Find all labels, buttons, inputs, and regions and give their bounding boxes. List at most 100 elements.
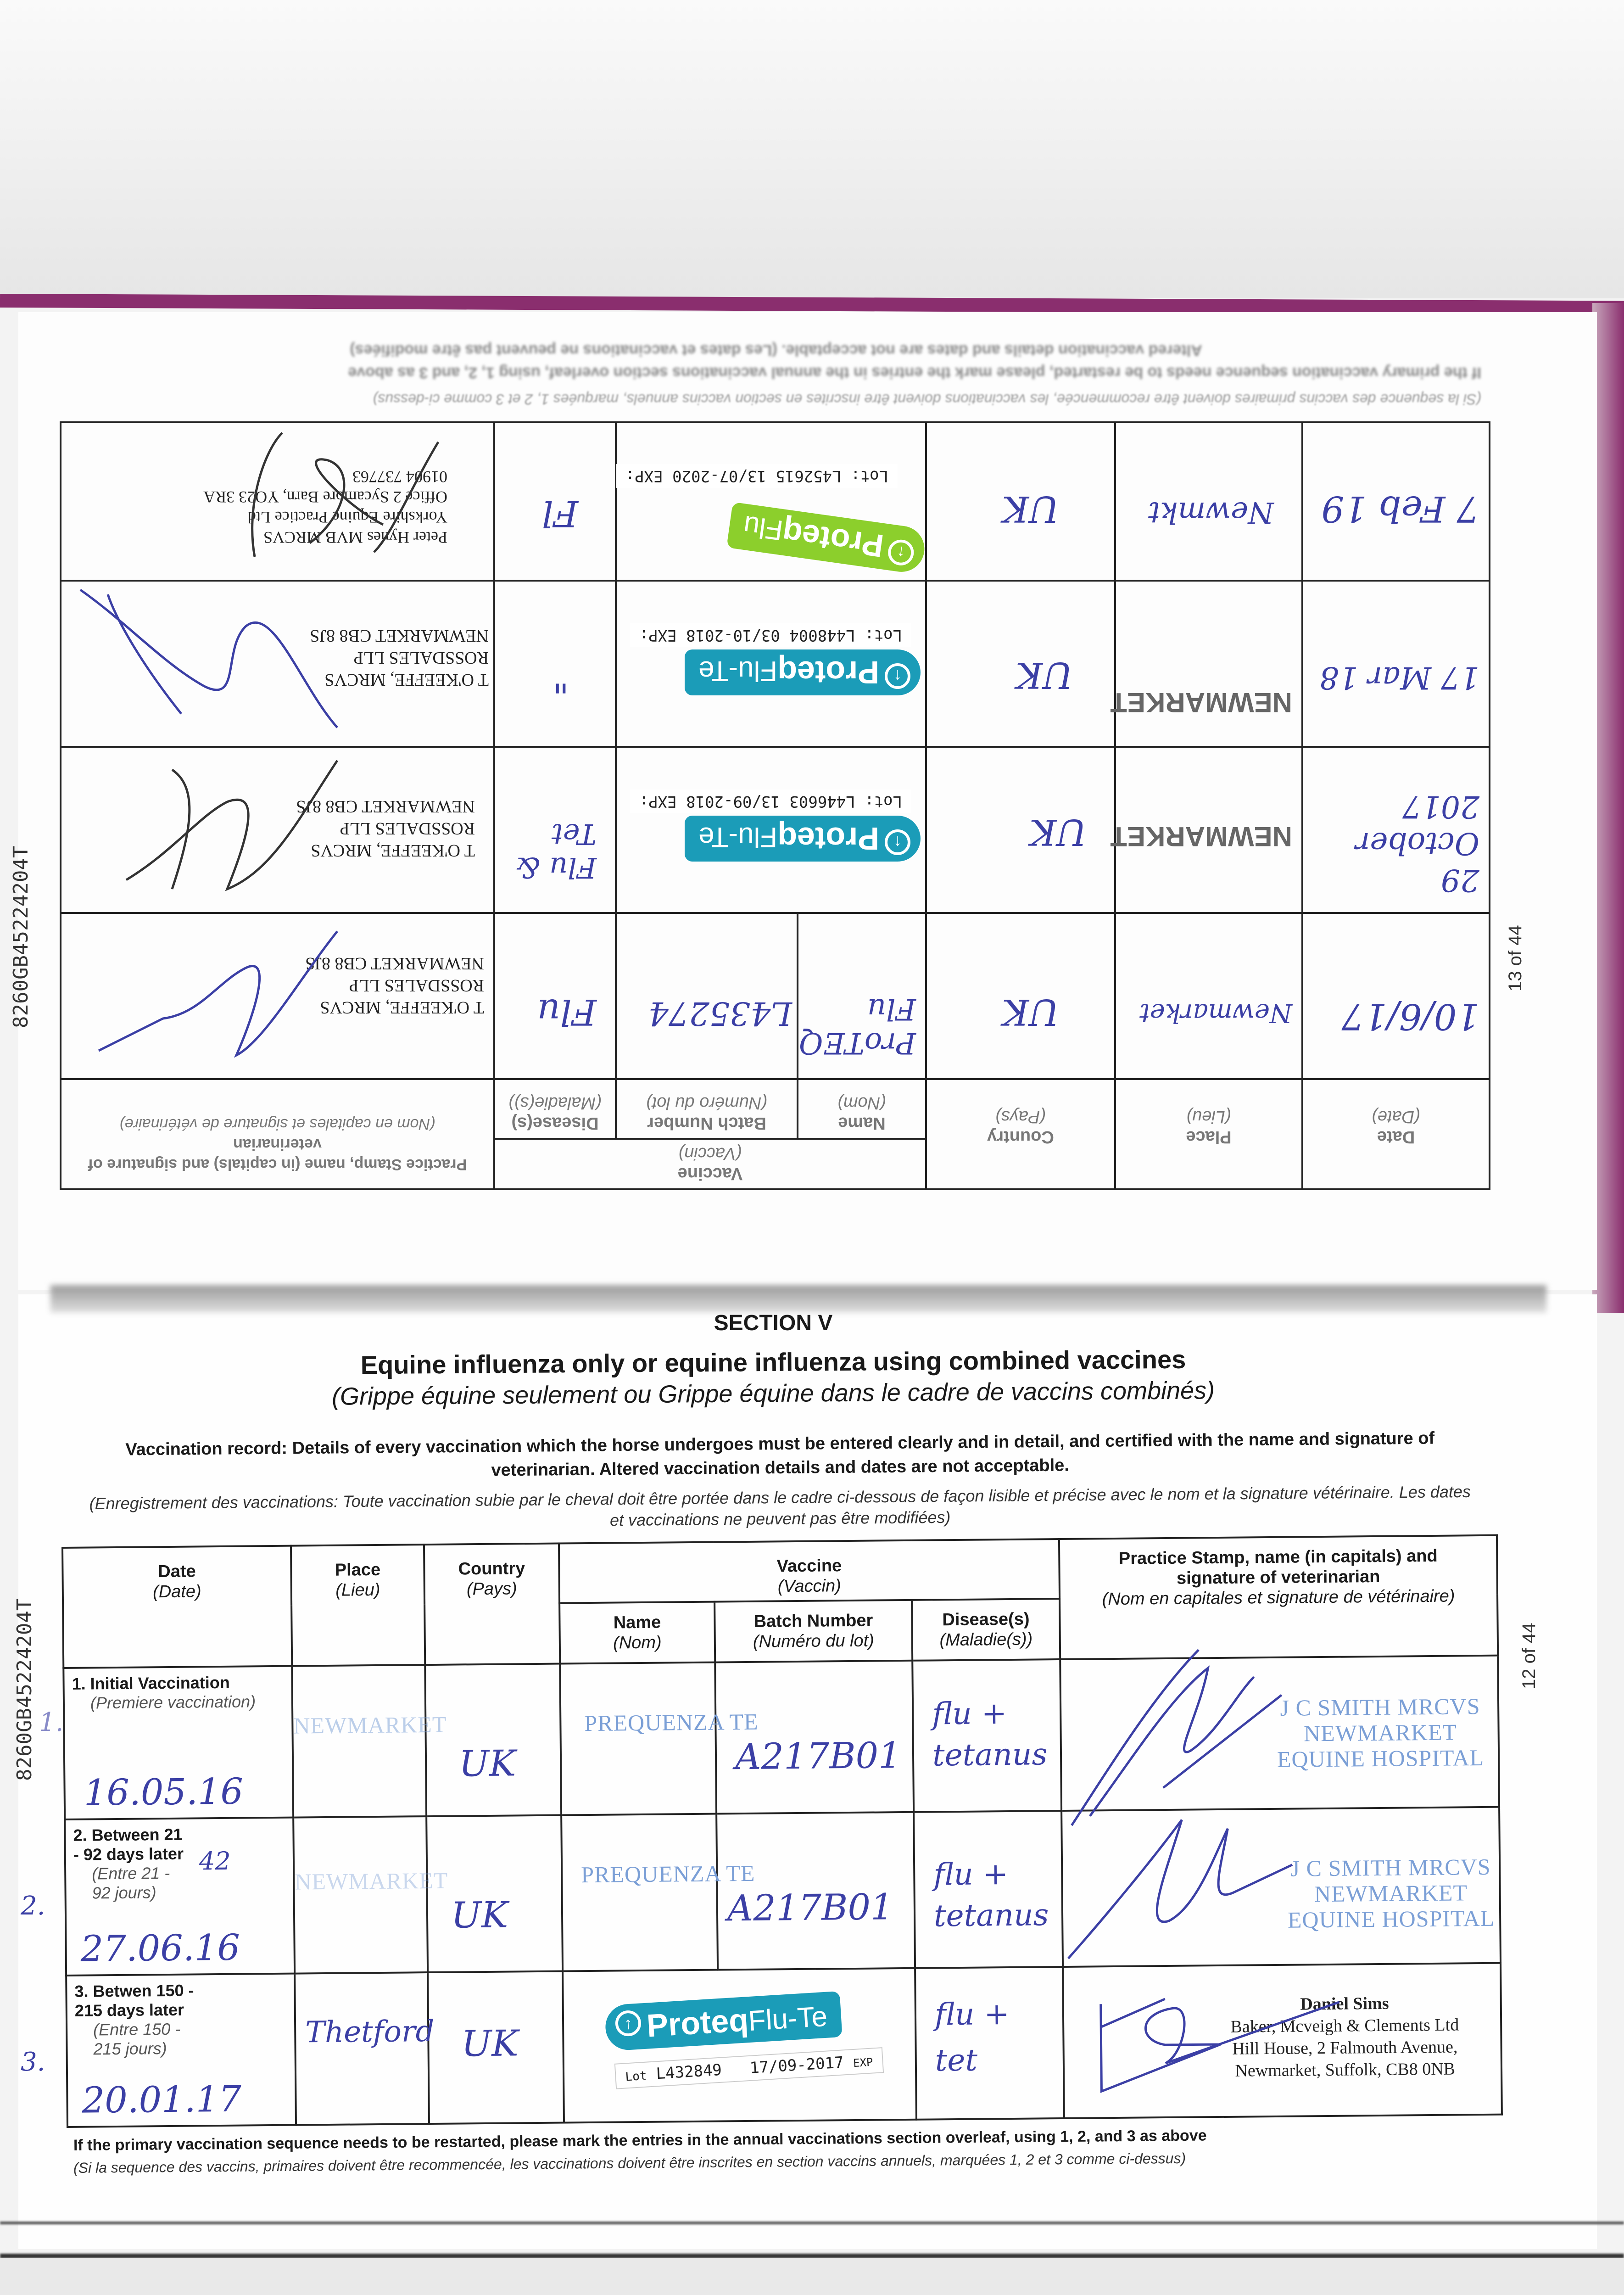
page-edges [0,2222,1624,2258]
header-place: Place (Lieu) [1115,1079,1302,1189]
country-value: UK [458,1743,516,1785]
lower-page [18,1294,1597,2249]
place-stamp: NEWMARKET [293,1711,447,1739]
batch-value: L435274 [648,995,792,1032]
header-name: Name (Nom) [798,1079,926,1139]
place-cell: NEWMARKET [292,1665,447,1818]
disease-cell: Flu & Tet [494,747,616,913]
header-disease: Disease(s) (Maladie(s)) [494,1079,616,1139]
upper-note-en: If the primary vaccination sequence need… [348,364,1481,381]
document-id-lower: 8260GB45224204T [13,1598,36,1781]
vaccine-label-cell: ↑ ProteqFlu-Te Lot: L446603 13/09-2018 EX… [616,747,926,913]
row-label: 3. Betwen 150 - 215 days later (Entre 150… [74,1981,194,2059]
signature [98,930,338,1058]
country-value: UK [1029,811,1087,852]
place-cell: Newmkt [1115,422,1302,581]
header-name: Name (Nom) [559,1601,715,1664]
lot-line: Lot L432849 17/09-2017 EXP [614,2047,884,2089]
disease-value: flu + tetanus [932,1696,1048,1773]
place-cell: Thetford [295,1972,435,2125]
practice-cell: T O'KEEFFE, MRCVS ROSSDALES LLP NEWMARKET … [60,913,494,1079]
vet-stamp: J C SMITH MRCVS NEWMARKET EQUINE HOSPITAL [1287,1853,1495,1933]
country-cell: UK [926,422,1115,581]
signature [1067,1819,1293,1959]
annual-vaccination-table: Date (Date) Place (Lieu) Country (Pays) Vac… [60,421,1490,1190]
primary-vaccination-table-wrap: Date (Date) Place (Lieu) Country (Pays) Vac… [61,1534,1503,2128]
vaccine-label-cell: ↑ ProteqFlu-Te Lot: L448004 03/10-2018 EX… [616,581,926,747]
date-value: 29 October 2017 [1355,789,1479,898]
section-heading: SECTION V [714,1311,833,1335]
country-value: UK [1002,488,1059,529]
header-vaccine: Vaccine (Vaccin) [494,1139,926,1189]
practice-cell: Daniel Sims Baker, Mcveigh & Clements Ltd… [1063,1963,1502,2118]
days-annotation: 42 [199,1846,231,1876]
row-label: 2. Between 21 - 92 days later (Entre 21 -… [73,1825,184,1903]
proteq-flu-te-label: ↑ ProteqFlu-Te [604,1991,843,2052]
row-label: 1. Initial Vaccination (Premiere vaccinat… [72,1673,256,1713]
country-cell: UK [926,581,1115,747]
place-cell: NEWMARKET [1110,581,1302,747]
place-value: Thetford [305,2014,435,2050]
date-value: 7 Feb 19 [1321,488,1479,529]
batch-cell: A217B01 [716,1812,915,1970]
table-row: 3. Betwen 150 - 215 days later (Entre 150… [66,1963,1502,2127]
lot-line: Lot: L452615 13/07-2020 EXP: [616,464,898,488]
table-row: 2. Between 21 - 92 days later (Entre 21 -… [65,1807,1501,1976]
proteq-flu-te-label: ↑ ProteqFlu-Te [685,816,921,862]
vet-stamp: J C SMITH MRCVS NEWMARKET EQUINE HOSPITAL [1277,1693,1484,1772]
upper-note-fr: (Si la sequence des vaccins primaires do… [373,391,1481,408]
batch-value: A217B01 [727,1886,894,1930]
upper-note-altered: Altered vaccination details and dates ar… [350,341,1202,359]
header-batch: Batch Number (Numéro du lot) [714,1600,913,1662]
date-value: 10/6/17 [1341,996,1479,1037]
country-value: UK [451,1894,508,1937]
date-cell: 10/6/17 [1302,913,1490,1079]
batch-cell: L435274 [616,913,798,1079]
passport-cover-side [1592,303,1624,1313]
country-value: UK [1016,654,1073,695]
country-cell: UK [926,747,1115,913]
disease-value: Flu & Tet [515,817,597,884]
date-cell: 17 Mar 18 [1302,581,1490,747]
date-value: 20.01.17 [82,2078,242,2121]
practice-cell: T O'KEEFFE, MRCVS ROSSDALES LLP NEWMARKET … [60,747,494,913]
table-row: 1. Initial Vaccination (Premiere vaccinat… [63,1649,1500,1826]
header-place: Place (Lieu) [290,1545,425,1666]
lot-line: Lot: L446603 13/09-2018 EXP: [630,789,911,813]
header-vaccine: Vaccine (Vaccin) [558,1539,1060,1603]
signature [125,760,339,891]
disease-value: flu + tet [934,1996,1010,2078]
date-cell: 1. Initial Vaccination (Premiere vaccinat… [63,1666,294,1819]
disease-cell: " [494,581,616,747]
margin-mark-2: 2. [21,1891,45,1921]
arrow-up-icon: ↑ [614,2010,642,2037]
header-country: Country (Pays) [926,1079,1115,1189]
signature [79,588,338,728]
vaccine-label-cell: ↑ ProteqFlu-Te Lot L432849 17/09-2017 EXP [563,1968,916,2123]
table-row: 10/6/17 Newmarket UK ProTEQ Flu L435274 … [60,913,1490,1079]
margin-mark-3: 3. [21,2047,45,2077]
vaccine-name-cell: ProTEQ Flu [798,913,926,1079]
page-number-upper: 13 of 44 [1505,925,1525,991]
date-cell: 7 Feb 19 [1302,422,1490,581]
date-value: 17 Mar 18 [1319,660,1479,695]
vaccine-name-value: ProTEQ Flu [799,992,916,1060]
proteq-flu-label: ↑ ProteqFlu [726,502,927,575]
signature [1071,1649,1283,1826]
table-row: 7 Feb 19 Newmkt UK ↑ ProteqFlu Lot: L4526… [60,422,1490,581]
place-value: NEWMARKET [1110,821,1292,852]
date-cell: 3. Betwen 150 - 215 days later (Entre 150… [66,1973,296,2127]
header-practice: Practice Stamp, name (in capitals) and s… [60,1079,494,1189]
arrow-up-icon: ↑ [885,829,910,855]
margin-mark-1: 1. [39,1707,64,1737]
country-cell: UK [425,1663,562,1817]
place-value: NEWMARKET [1110,687,1292,718]
signature [1099,1998,1340,2093]
practice-cell: Peter Hynes MVB MRCVS Yorkshire Equine Pr… [60,422,494,581]
place-stamp: NEWMARKET [295,1867,448,1895]
date-value: 27.06.16 [80,1927,240,1970]
header-disease: Disease(s) (Maladie(s)) [912,1599,1060,1661]
lot-line: Lot: L448004 03/10-2018 EXP: [630,623,911,647]
document-id-upper: 8260GB45224204T [9,845,33,1028]
date-value: 16.05.16 [84,1771,244,1814]
